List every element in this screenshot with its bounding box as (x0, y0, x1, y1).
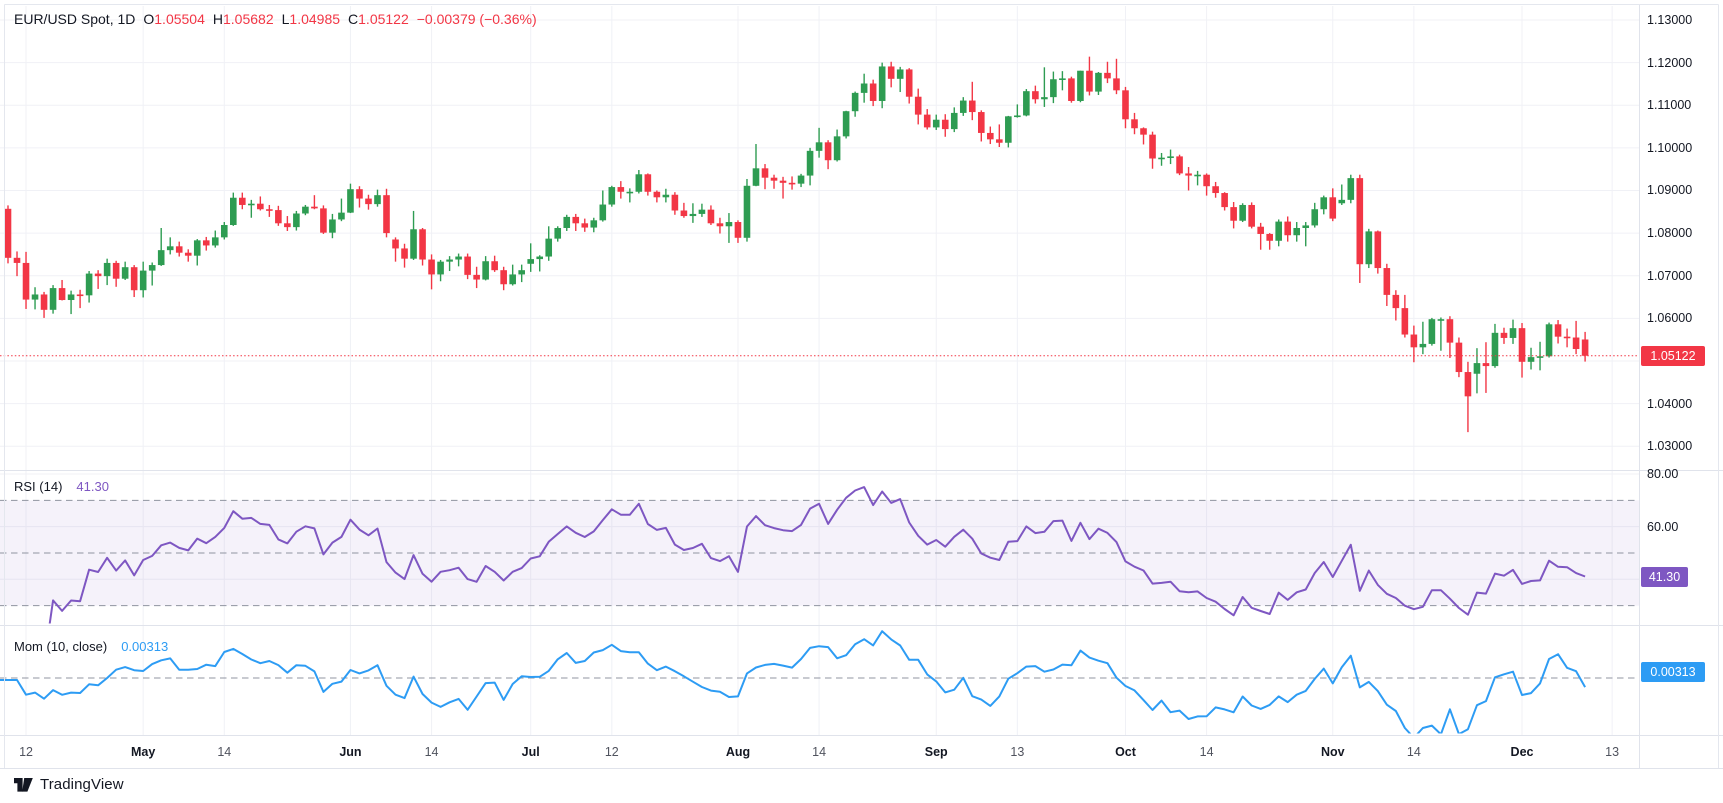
time-tick-label: 14 (1199, 745, 1214, 759)
momentum-value-badge: 0.00313 (1641, 662, 1705, 682)
momentum-value: 0.00313 (121, 639, 169, 654)
price-tick-label: 1.08000 (1647, 226, 1693, 241)
price-tick-label: 1.09000 (1647, 183, 1693, 198)
rsi-value-badge: 41.30 (1641, 567, 1688, 587)
ohlc-high: H1.05682 (212, 11, 274, 27)
momentum-legend[interactable]: Mom (10, close) 0.00313 (14, 639, 168, 654)
symbol-title: EUR/USD Spot, 1D (14, 11, 136, 27)
price-tick-label: 1.12000 (1647, 55, 1693, 70)
ohlc-open: O1.05504 (143, 11, 205, 27)
symbol-legend[interactable]: EUR/USD Spot, 1D O1.05504 H1.05682 L1.04… (14, 11, 537, 27)
price-tick-label: 1.03000 (1647, 439, 1693, 454)
rsi-tick-label: 60.00 (1647, 519, 1679, 534)
price-tick-label: 1.04000 (1647, 396, 1693, 411)
price-tick-label: 1.06000 (1647, 311, 1693, 326)
time-tick-label: 14 (812, 745, 827, 759)
time-tick-label: Jul (521, 745, 540, 759)
time-tick-label: Sep (924, 745, 948, 759)
time-tick-label: Oct (1115, 745, 1136, 759)
time-tick-label: 14 (217, 745, 232, 759)
time-tick-label: 13 (1605, 745, 1620, 759)
time-tick-label: 14 (424, 745, 439, 759)
time-tick-label: Nov (1320, 745, 1345, 759)
price-tick-label: 1.13000 (1647, 13, 1693, 27)
ohlc-close: C1.05122 (348, 11, 409, 27)
time-tick-label: 12 (19, 745, 33, 759)
ohlc-low: L1.04985 (281, 11, 341, 27)
time-tick-label: May (131, 745, 156, 759)
rsi-value: 41.30 (76, 479, 109, 494)
time-tick-label: 13 (1010, 745, 1025, 759)
tradingview-attribution[interactable]: TradingView (14, 776, 124, 793)
tradingview-wordmark: TradingView (40, 776, 124, 793)
time-tick-label: 12 (604, 745, 619, 759)
rsi-label: RSI (14) (14, 479, 63, 494)
time-tick-label: Aug (725, 745, 751, 759)
time-tick-label: 14 (1406, 745, 1421, 759)
price-tick-label: 1.07000 (1647, 268, 1693, 283)
last-price-badge: 1.05122 (1641, 346, 1705, 366)
rsi-legend[interactable]: RSI (14) 41.30 (14, 479, 109, 494)
price-tick-label: 1.10000 (1647, 140, 1693, 155)
time-tick-label: Jun (339, 745, 362, 759)
price-tick-label: 1.11000 (1647, 98, 1692, 113)
time-tick-label: Dec (1510, 745, 1534, 759)
rsi-tick-label: 80.00 (1647, 467, 1679, 481)
change-value: −0.00379 (−0.36%) (416, 11, 537, 27)
momentum-label: Mom (10, close) (14, 639, 108, 654)
tradingview-logo-icon (14, 777, 33, 792)
